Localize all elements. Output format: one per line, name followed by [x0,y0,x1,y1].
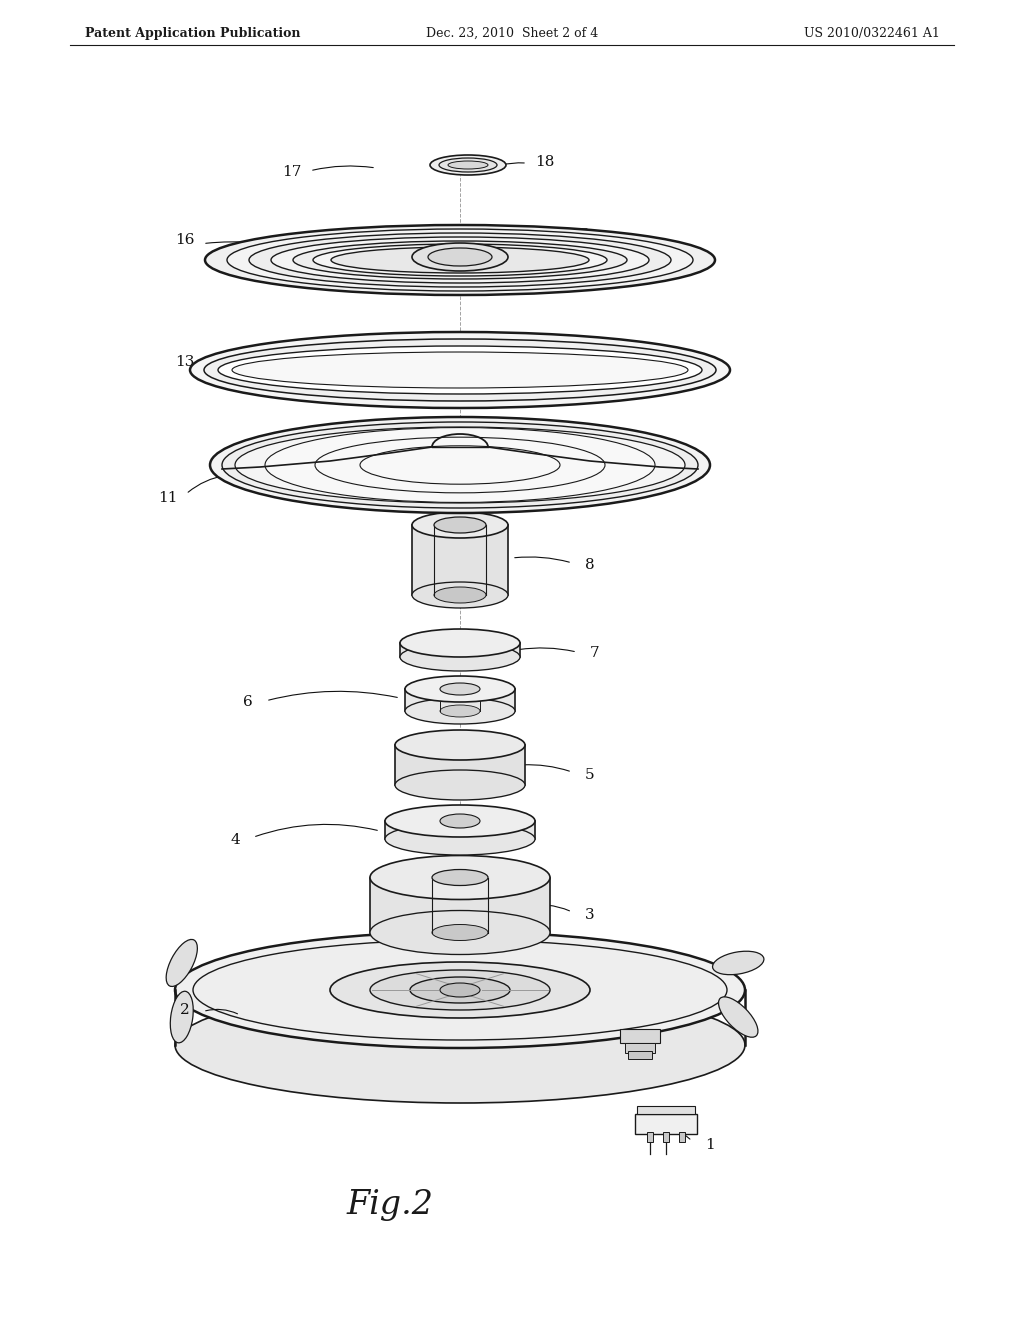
Bar [620,1030,660,1043]
Ellipse shape [395,770,525,800]
Text: Fig.2: Fig.2 [346,1189,433,1221]
Ellipse shape [406,698,515,723]
Ellipse shape [430,154,506,176]
Text: 11: 11 [159,491,178,506]
Bar [370,878,550,932]
Text: 17: 17 [283,165,302,180]
Ellipse shape [315,437,605,492]
Ellipse shape [432,924,488,940]
Text: 5: 5 [585,768,595,781]
Ellipse shape [432,870,488,886]
Ellipse shape [249,234,671,286]
Text: 4: 4 [230,833,240,847]
Ellipse shape [434,517,486,533]
Ellipse shape [412,512,508,539]
Text: 15: 15 [570,228,590,242]
Ellipse shape [719,997,758,1038]
Ellipse shape [400,630,520,657]
Text: 13: 13 [175,355,195,370]
Ellipse shape [175,987,745,1104]
Ellipse shape [166,940,198,986]
Ellipse shape [222,422,698,508]
Ellipse shape [410,977,510,1003]
Text: 8: 8 [585,558,595,572]
Ellipse shape [313,244,607,276]
Text: 9: 9 [578,461,587,475]
Bar [400,643,520,657]
Ellipse shape [412,243,508,271]
Text: Dec. 23, 2010  Sheet 2 of 4: Dec. 23, 2010 Sheet 2 of 4 [426,26,598,40]
Ellipse shape [190,333,730,408]
Ellipse shape [400,643,520,671]
Ellipse shape [428,248,492,267]
Bar [628,1051,652,1059]
Ellipse shape [170,991,194,1043]
Ellipse shape [293,242,627,279]
Ellipse shape [370,970,550,1010]
Bar [635,1114,697,1134]
Text: 2: 2 [180,1003,189,1016]
Bar [406,689,515,711]
Ellipse shape [385,822,535,855]
Bar [637,1106,695,1114]
Text: 18: 18 [536,154,555,169]
Ellipse shape [331,247,589,273]
Text: 12: 12 [570,374,590,387]
Ellipse shape [218,346,702,393]
Ellipse shape [210,417,710,513]
Ellipse shape [449,161,488,169]
Ellipse shape [175,932,745,1048]
Ellipse shape [271,238,649,282]
Bar [663,1133,669,1142]
Ellipse shape [406,676,515,702]
Ellipse shape [370,911,550,954]
Bar [625,1043,655,1053]
Text: 3: 3 [585,908,595,921]
Ellipse shape [713,952,764,974]
Text: 1: 1 [706,1138,715,1152]
Ellipse shape [440,814,480,828]
Ellipse shape [204,339,716,401]
Text: 10: 10 [218,455,238,469]
Ellipse shape [395,730,525,760]
Ellipse shape [412,582,508,609]
Ellipse shape [385,805,535,837]
Text: Patent Application Publication: Patent Application Publication [85,26,300,40]
Bar [647,1133,653,1142]
Ellipse shape [193,940,727,1040]
Ellipse shape [440,682,480,696]
Text: 16: 16 [175,234,195,247]
Ellipse shape [370,855,550,899]
Text: US 2010/0322461 A1: US 2010/0322461 A1 [804,26,940,40]
Text: 14: 14 [568,345,588,359]
Ellipse shape [265,428,655,503]
Ellipse shape [440,705,480,717]
Bar [385,821,535,840]
Ellipse shape [360,446,560,484]
Bar [679,1133,685,1142]
Ellipse shape [330,962,590,1018]
Ellipse shape [234,426,685,503]
Bar [395,744,525,785]
Ellipse shape [439,158,497,172]
Ellipse shape [434,587,486,603]
Bar [412,525,508,595]
Ellipse shape [232,352,688,388]
Text: 7: 7 [590,645,600,660]
Ellipse shape [227,228,693,290]
Ellipse shape [440,983,480,997]
Text: 6: 6 [243,696,253,709]
Ellipse shape [205,224,715,294]
